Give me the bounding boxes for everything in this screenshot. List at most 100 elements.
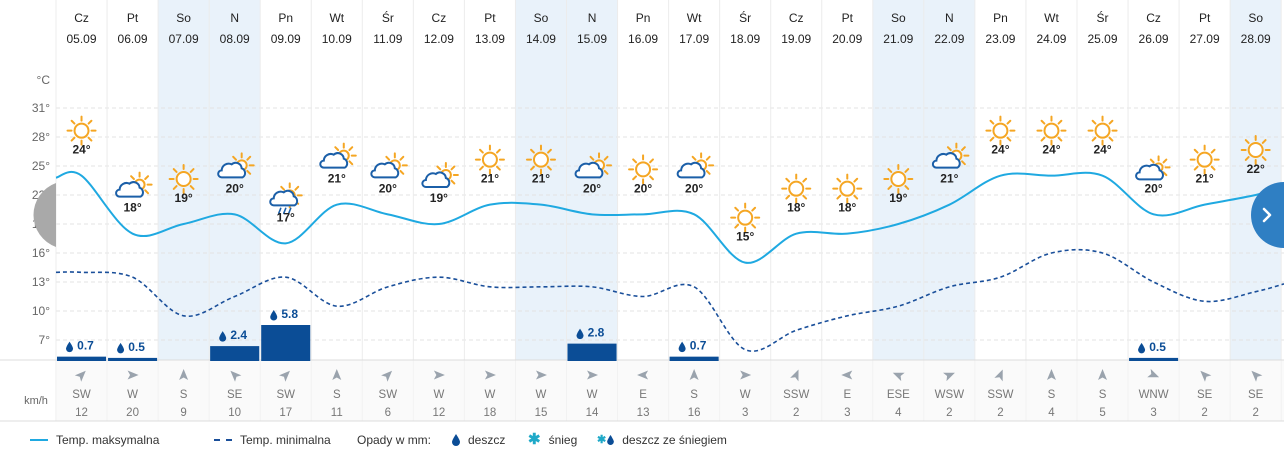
sun-ray (348, 160, 354, 166)
sun-ray (144, 189, 150, 195)
wind-arrow-icon (587, 370, 599, 380)
wind-cell: ESE 4 (887, 372, 910, 419)
wind-cell: W 14 (586, 370, 599, 419)
wind-cell: SW 6 (379, 370, 397, 419)
max-temp-label: 21° (940, 172, 958, 186)
wind-direction: WNW (1139, 389, 1169, 401)
sun-disc (737, 209, 754, 226)
day-header: Pt 13.09 (475, 11, 505, 46)
sun-ray (946, 146, 952, 152)
day-header: Pn 16.09 (628, 11, 658, 46)
legend-snow-label: śnieg (548, 433, 578, 447)
sun-icon (168, 164, 199, 194)
max-temp-label: 20° (379, 181, 397, 195)
raindrop-icon (66, 341, 74, 353)
sun-ray (70, 119, 76, 125)
wind-speed: 17 (279, 407, 292, 419)
day-of-week: Pt (484, 11, 496, 25)
wind-direction: S (1048, 389, 1056, 401)
day-header: Wt 17.09 (679, 11, 709, 46)
precip-bar-rect (108, 357, 158, 361)
sun-ray (836, 177, 842, 183)
partly-cloudy-icon (421, 162, 459, 188)
sun-ray (887, 168, 893, 173)
wind-speed: 10 (228, 407, 241, 419)
day-date: 07.09 (169, 32, 199, 46)
day-date: 24.09 (1036, 32, 1066, 46)
sun-ray (632, 175, 638, 181)
partly-cloudy-icon (370, 152, 408, 179)
rain-streak (277, 207, 282, 215)
day-date: 15.09 (577, 32, 607, 46)
sun-ray (989, 136, 995, 142)
sun-ray (436, 165, 442, 171)
precip-bar-rect (669, 356, 719, 361)
sun-ray (1040, 136, 1046, 142)
cloud-shape (421, 171, 451, 188)
partly-cloudy-icon (319, 142, 357, 169)
wind-arrow-icon (943, 372, 955, 382)
next-button[interactable] (1251, 182, 1284, 248)
wind-arrow-icon (279, 370, 290, 382)
day-of-week: Cz (789, 11, 804, 25)
wind-speed: 12 (75, 407, 88, 419)
day-header: Wt 10.09 (322, 11, 352, 46)
wind-speed: 4 (1048, 407, 1055, 419)
sun-ray (1210, 165, 1216, 171)
max-temp-label: 21° (1196, 172, 1214, 186)
sun-ray (1091, 119, 1097, 125)
sun-ray (479, 148, 484, 154)
wind-direction: S (180, 389, 188, 401)
prev-button[interactable] (33, 183, 66, 247)
sun-ray (1108, 119, 1114, 125)
sun-icon (1087, 115, 1118, 146)
sun-ray (399, 169, 405, 175)
weekend-column-bg (209, 0, 261, 360)
precip-bar-rect (567, 343, 617, 361)
sun-icon (730, 202, 761, 233)
day-of-week: N (945, 11, 954, 25)
day-date: 12.09 (424, 32, 454, 46)
sun-icon (628, 154, 659, 185)
max-temp-label: 18° (123, 201, 141, 215)
wind-arrow-icon (535, 370, 547, 380)
raindrop-icon (117, 342, 125, 354)
max-temp-label: 21° (481, 172, 499, 186)
prev-button-bg[interactable] (33, 183, 56, 247)
day-date: 06.09 (118, 32, 148, 46)
sun-ray (130, 175, 135, 181)
day-of-week: Pt (127, 11, 139, 25)
max-temp-label: 18° (838, 201, 856, 215)
sun-ray (1108, 136, 1114, 142)
sun-ray (547, 165, 552, 171)
cloud-shape (217, 161, 247, 179)
sun-ray (785, 177, 791, 183)
sun-ray (705, 155, 711, 161)
wind-arrow-icon (381, 370, 393, 382)
y-tick-label: 13° (32, 275, 50, 289)
day-of-week: So (176, 11, 191, 25)
forecast-svg: °C 31° 28° 25° 22° 19° 16° 13° 10° 7° km/h Cz 05.09 P… (0, 0, 1284, 422)
chevron-right-icon[interactable] (1262, 207, 1272, 223)
max-temp-label: 21° (328, 172, 346, 186)
sun-ray (1006, 136, 1012, 142)
day-date: 28.09 (1241, 32, 1271, 46)
precip-bar-rect (57, 356, 107, 361)
wind-cell: E 13 (637, 370, 649, 419)
next-button-bg[interactable] (1251, 182, 1284, 248)
chevron-left-icon[interactable] (56, 207, 66, 223)
legend-precip-title-text: Opady w mm: (357, 433, 432, 447)
day-of-week: So (1248, 11, 1263, 25)
sun-ray (1210, 148, 1216, 154)
sun-ray (1006, 119, 1012, 125)
weekend-column-bg (515, 0, 567, 360)
legend-precip-title: Opady w mm: (357, 433, 431, 447)
sun-ray (1244, 139, 1250, 144)
wind-speed: 2 (946, 407, 952, 419)
wind-arrow-icon (637, 370, 649, 380)
sun-disc (788, 180, 805, 197)
wind-arrow-icon (433, 370, 445, 380)
wind-direction: SE (1197, 389, 1213, 401)
day-header: N 22.09 (934, 11, 964, 46)
wind-direction: SSW (783, 389, 809, 401)
